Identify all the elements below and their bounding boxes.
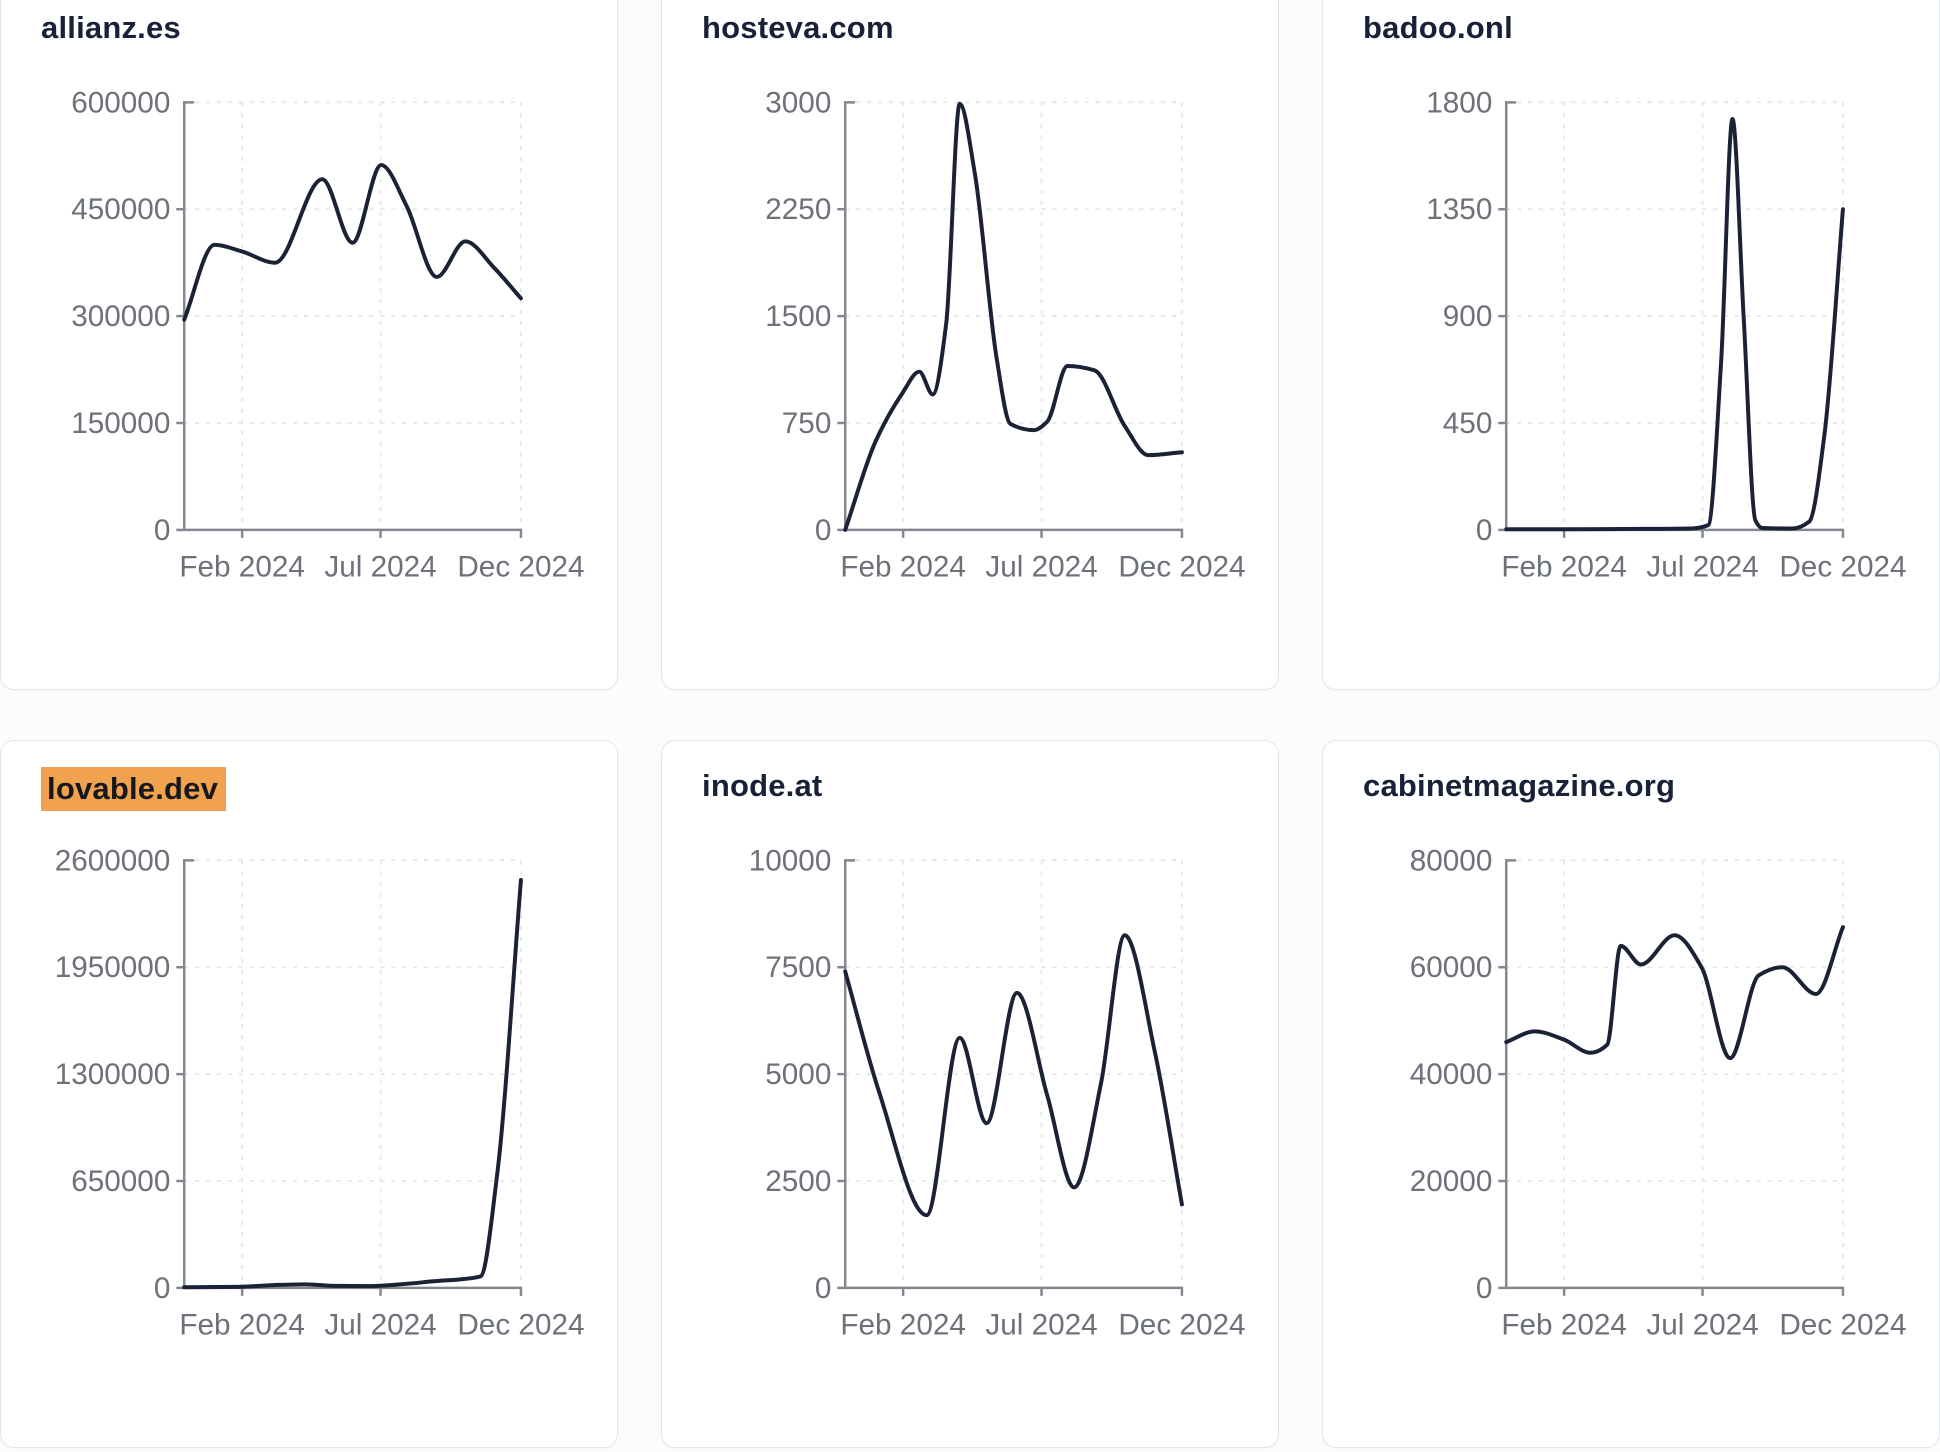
chart-title: allianz.es <box>41 9 181 46</box>
x-axis-tick-label: Feb 2024 <box>1501 551 1627 584</box>
chart-title-text: cabinetmagazine.org <box>1363 768 1676 803</box>
x-axis-tick-label: Dec 2024 <box>457 551 584 584</box>
line-chart: 0 450 900 1350 1800 Feb 2024 Jul 2024 Dec 2024 <box>1426 86 1906 584</box>
trend-line <box>1504 925 1845 1061</box>
chart-title: inode.at <box>702 767 822 804</box>
y-axis-tick-label: 0 <box>1476 1272 1493 1305</box>
x-axis-tick-label: Feb 2024 <box>179 1309 305 1342</box>
y-axis-tick-label: 600000 <box>71 86 170 119</box>
x-axis-tick-label: Jul 2024 <box>985 1309 1097 1342</box>
x-axis-tick-label: Feb 2024 <box>840 1309 966 1342</box>
y-axis-tick-label: 0 <box>154 1272 171 1305</box>
y-axis-tick-label: 1950000 <box>55 951 171 984</box>
x-axis-tick-label: Jul 2024 <box>1646 1309 1758 1342</box>
y-axis-tick-label: 450 <box>1443 407 1493 440</box>
y-axis-tick-label: 20000 <box>1410 1165 1493 1198</box>
chart-title-text: badoo.onl <box>1363 10 1513 45</box>
line-chart: 0 20000 40000 60000 80000 Feb 2024 Jul 2024 Dec… <box>1410 844 1907 1342</box>
x-axis-tick-label: Dec 2024 <box>1779 1309 1906 1342</box>
line-chart: 0 150000 300000 450000 600000 Feb 2024 Jul 202… <box>71 86 584 584</box>
trend-line <box>182 878 523 1290</box>
y-axis-tick-label: 2500 <box>765 1165 831 1198</box>
chart-title: lovable.dev <box>41 767 227 812</box>
trend-line <box>1504 116 1845 532</box>
chart-card[interactable]: inode.at 0 2500 5000 7500 10000 Feb 2024 Jul 2… <box>661 740 1279 1448</box>
y-axis-tick-label: 0 <box>1476 514 1493 547</box>
x-axis-tick-label: Dec 2024 <box>457 1309 584 1342</box>
y-axis-tick-label: 300000 <box>71 300 170 333</box>
x-axis-tick-label: Dec 2024 <box>1779 551 1906 584</box>
x-axis-tick-label: Jul 2024 <box>324 551 436 584</box>
y-axis-tick-label: 650000 <box>71 1165 170 1198</box>
x-axis-tick-label: Feb 2024 <box>1501 1309 1627 1342</box>
y-axis-tick-label: 3000 <box>765 86 831 119</box>
x-axis-tick-label: Jul 2024 <box>985 551 1097 584</box>
x-axis-tick-label: Dec 2024 <box>1118 551 1245 584</box>
chart-title: badoo.onl <box>1363 9 1513 46</box>
chart-card[interactable]: lovable.dev 0 650000 1300000 1950000 2600000… <box>0 740 618 1448</box>
y-axis-tick-label: 1350 <box>1426 193 1492 226</box>
y-axis-tick-label: 1300000 <box>55 1058 171 1091</box>
x-axis-tick-label: Feb 2024 <box>179 551 305 584</box>
chart-title-text: inode.at <box>702 768 823 803</box>
y-axis-tick-label: 7500 <box>765 951 831 984</box>
chart-card[interactable]: cabinetmagazine.org 0 20000 40000 60000 8000… <box>1322 740 1940 1448</box>
trend-line <box>843 933 1184 1218</box>
y-axis-tick-label: 1500 <box>765 300 831 333</box>
line-chart: 0 750 1500 2250 3000 Feb 2024 Jul 2024 Dec 2024 <box>765 86 1245 584</box>
x-axis-tick-label: Dec 2024 <box>1118 1309 1245 1342</box>
y-axis-tick-label: 0 <box>815 514 832 547</box>
y-axis-tick-label: 5000 <box>765 1058 831 1091</box>
y-axis-tick-label: 40000 <box>1410 1058 1493 1091</box>
chart-card[interactable]: allianz.es 0 150000 300000 450000 600000 Feb … <box>0 0 618 690</box>
y-axis-tick-label: 2600000 <box>55 844 171 877</box>
line-chart: 0 2500 5000 7500 10000 Feb 2024 Jul 2024 Dec 20… <box>749 844 1246 1342</box>
chart-card[interactable]: badoo.onl 0 450 900 1350 1800 Feb 2024 Jul 202… <box>1322 0 1940 690</box>
line-chart: 0 650000 1300000 1950000 2600000 Feb 2024 Jul … <box>55 844 585 1342</box>
y-axis-tick-label: 1800 <box>1426 86 1492 119</box>
x-axis-tick-label: Feb 2024 <box>840 551 966 584</box>
x-axis-tick-label: Jul 2024 <box>324 1309 436 1342</box>
chart-title-text: lovable.dev <box>41 767 227 812</box>
y-axis-tick-label: 750 <box>782 407 832 440</box>
y-axis-tick-label: 450000 <box>71 193 170 226</box>
chart-title-text: allianz.es <box>41 10 181 45</box>
y-axis-tick-label: 900 <box>1443 300 1493 333</box>
y-axis-tick-label: 2250 <box>765 193 831 226</box>
y-axis-tick-label: 10000 <box>749 844 832 877</box>
y-axis-tick-label: 60000 <box>1410 951 1493 984</box>
chart-title: cabinetmagazine.org <box>1363 767 1675 804</box>
y-axis-tick-label: 0 <box>154 514 171 547</box>
y-axis-tick-label: 150000 <box>71 407 170 440</box>
chart-title: hosteva.com <box>702 9 894 46</box>
trend-line <box>843 101 1184 532</box>
trend-line <box>182 163 523 322</box>
x-axis-tick-label: Jul 2024 <box>1646 551 1758 584</box>
chart-title-text: hosteva.com <box>702 10 894 45</box>
chart-card[interactable]: hosteva.com 0 750 1500 2250 3000 Feb 2024 Jul … <box>661 0 1279 690</box>
y-axis-tick-label: 80000 <box>1410 844 1493 877</box>
y-axis-tick-label: 0 <box>815 1272 832 1305</box>
